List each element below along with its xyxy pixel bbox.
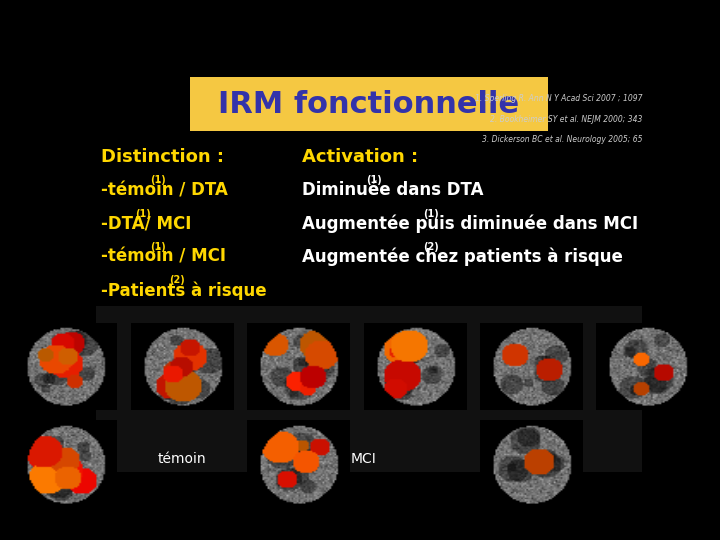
Text: (1): (1) bbox=[423, 208, 439, 219]
Text: Diminuée dans DTA: Diminuée dans DTA bbox=[302, 181, 484, 199]
Text: -Patients à risque: -Patients à risque bbox=[101, 281, 267, 300]
Text: DTA: DTA bbox=[534, 452, 562, 466]
Text: témoin: témoin bbox=[158, 452, 207, 466]
Text: (1): (1) bbox=[135, 208, 151, 219]
Text: Augmentée puis diminuée dans MCI: Augmentée puis diminuée dans MCI bbox=[302, 214, 638, 233]
Text: Distinction :: Distinction : bbox=[101, 148, 224, 166]
Text: MCI: MCI bbox=[351, 452, 377, 466]
Text: (2): (2) bbox=[423, 242, 439, 252]
Text: Augmentée chez patients à risque: Augmentée chez patients à risque bbox=[302, 248, 623, 266]
Text: 1. Sperling R. Ann N Y Acad Sci 2007 ; 1097: 1. Sperling R. Ann N Y Acad Sci 2007 ; 1… bbox=[475, 94, 642, 103]
Text: -témoin / MCI: -témoin / MCI bbox=[101, 248, 226, 266]
Text: (1): (1) bbox=[150, 242, 166, 252]
Text: -DTA/ MCI: -DTA/ MCI bbox=[101, 214, 192, 233]
Text: 3. Dickerson BC et al. Neurology 2005; 65: 3. Dickerson BC et al. Neurology 2005; 6… bbox=[482, 136, 642, 145]
Text: (1): (1) bbox=[366, 176, 382, 185]
Text: Activation :: Activation : bbox=[302, 148, 418, 166]
Text: IRM fonctionnelle: IRM fonctionnelle bbox=[218, 90, 520, 119]
Bar bbox=[96, 306, 642, 472]
Text: 2. Bookheimer SY et al. NEJM 2000; 343: 2. Bookheimer SY et al. NEJM 2000; 343 bbox=[490, 114, 642, 124]
Text: (1): (1) bbox=[150, 176, 166, 185]
Text: -témoin / DTA: -témoin / DTA bbox=[101, 181, 228, 199]
Text: (2): (2) bbox=[169, 275, 185, 285]
FancyBboxPatch shape bbox=[190, 77, 548, 131]
